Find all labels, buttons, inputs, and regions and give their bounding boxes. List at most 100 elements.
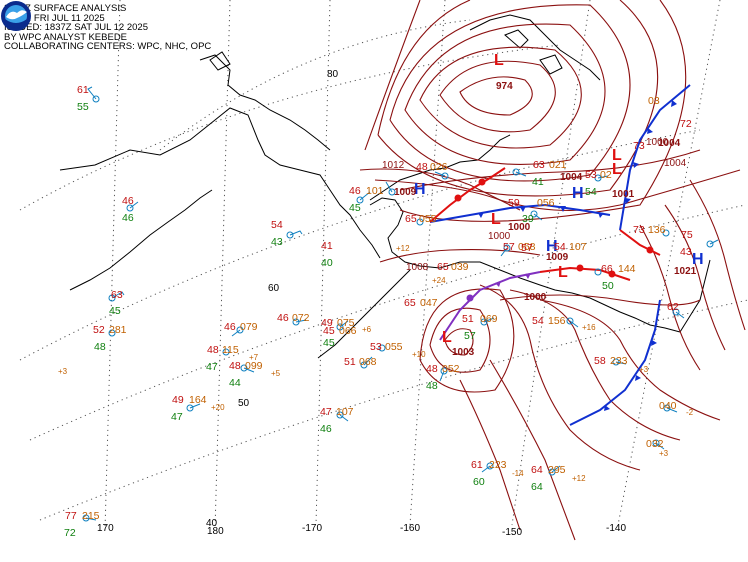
station-pressure: 02 [600, 169, 612, 181]
station-pressure: 107 [569, 241, 587, 253]
station-pressure: 281 [109, 324, 127, 336]
occluded-front-bump [466, 294, 474, 302]
station-pressure: 055 [419, 213, 437, 225]
station-circle [663, 404, 671, 412]
station-circle [441, 172, 449, 180]
pressure-tendency: +20 [211, 403, 225, 412]
station-pressure: 164 [189, 394, 207, 406]
parallel-80 [159, 19, 471, 151]
station-pressure: 056 [537, 197, 555, 209]
coast-kamchatka [69, 189, 213, 291]
warm-front-bump [478, 178, 486, 186]
station-dewpoint: 45 [349, 202, 361, 214]
lon-label: 170 [97, 523, 114, 534]
front-symbols [454, 100, 677, 411]
station-pressure: 026 [430, 161, 448, 173]
station-temperature: 66 [601, 263, 613, 275]
pressure-center-value: 1000 [524, 292, 547, 303]
meridian-180 [214, 0, 231, 531]
parallel-40 [39, 299, 748, 521]
pressure-center-value: 1003 [452, 347, 475, 358]
pressure-tendency: -2 [686, 408, 694, 417]
graticule [19, 0, 748, 531]
station-temperature: 51 [462, 313, 474, 325]
station-circle [360, 361, 368, 369]
station-temperature: 46 [224, 321, 236, 333]
warm-front-bump [454, 194, 462, 202]
isobar-south-3 [539, 299, 721, 421]
station-circle [108, 294, 116, 302]
station-temperature: 75 [681, 229, 693, 241]
station-circle [236, 326, 244, 334]
isobar-1004 [399, 149, 701, 191]
isobar-east-1 [639, 224, 701, 371]
isobar-label: 1012 [382, 160, 405, 171]
coast-southeast-alaska [571, 292, 681, 333]
wind-barbs [85, 86, 719, 521]
station-circle [594, 268, 602, 276]
station-temperature: 57 [503, 241, 515, 253]
occluded-front-triangle [495, 273, 531, 287]
station-temperature: 43 [680, 246, 692, 258]
station-temperature: 46 [122, 195, 134, 207]
meridian-170e [104, 0, 121, 531]
station-dewpoint: 47 [206, 361, 218, 373]
station-pressure: 040 [659, 400, 677, 412]
isobar-ring-2 [419, 288, 515, 393]
pressure-tendency: +6 [362, 325, 372, 334]
station-pressure: 233 [610, 355, 628, 367]
station-circle [336, 323, 344, 331]
station-temperature: 53 [585, 169, 597, 181]
station-dewpoint: 60 [473, 476, 485, 488]
station-pressure: 058 [518, 241, 536, 253]
coast-siberia-east [59, 107, 381, 259]
warm-front-1 [429, 167, 506, 223]
pressure-center-value: 974 [496, 81, 513, 92]
station-temperature: 64 [531, 464, 543, 476]
station-pressure: 099 [245, 360, 263, 372]
station-pressure: 223 [489, 459, 507, 471]
low-pressure-center: L [612, 161, 622, 178]
header-centers: COLLABORATING CENTERS: WPC, NHC, OPC [4, 41, 212, 53]
high-pressure-center: H [692, 251, 704, 268]
station-circle [594, 174, 602, 182]
station-dewpoint: 43 [271, 236, 283, 248]
coast-islands [209, 29, 563, 75]
pressure-tendency: +7 [249, 353, 259, 362]
pressure-tendency: +3 [639, 365, 649, 374]
station-temperature: 72 [680, 118, 692, 130]
low-pressure-center: L [442, 329, 452, 346]
isobar-label: 1008 [406, 262, 429, 273]
header-analysis-title: 2100Z SURFACE ANALYSIS [4, 3, 127, 14]
station-temperature: 49 [172, 394, 184, 406]
isobar-southwest-1 [459, 379, 521, 531]
isobar-1000 [364, 0, 687, 222]
lon-label: 180 [207, 526, 224, 537]
station-pressure: 03 [648, 95, 660, 107]
meridian-140w [617, 0, 721, 526]
station-pressure: 021 [549, 159, 567, 171]
station-temperature: 45 [323, 325, 335, 337]
isobar-996 [377, 0, 659, 197]
station-dewpoint: 48 [94, 341, 106, 353]
isobar-label: 1000 [488, 231, 511, 242]
station-circle [612, 358, 620, 366]
wind-barb [85, 86, 719, 521]
lon-label: -170 [302, 523, 322, 534]
station-temperature: 46 [349, 185, 361, 197]
logo-bird-icon [6, 10, 27, 20]
station-temperature: 54 [271, 219, 283, 231]
logo-lower-half [5, 19, 27, 28]
station-circle [92, 95, 100, 103]
isobar-south-2 [509, 289, 681, 441]
station-pressure: 107 [336, 406, 354, 418]
warm-front-bump [608, 270, 616, 278]
isobar-988 [404, 23, 606, 165]
station-temperature: 54 [554, 241, 566, 253]
station-temperature: 52 [93, 324, 105, 336]
isobar-south-1 [479, 284, 641, 471]
high-pressure-center: H [546, 238, 558, 255]
station-temperature: 63 [533, 159, 545, 171]
